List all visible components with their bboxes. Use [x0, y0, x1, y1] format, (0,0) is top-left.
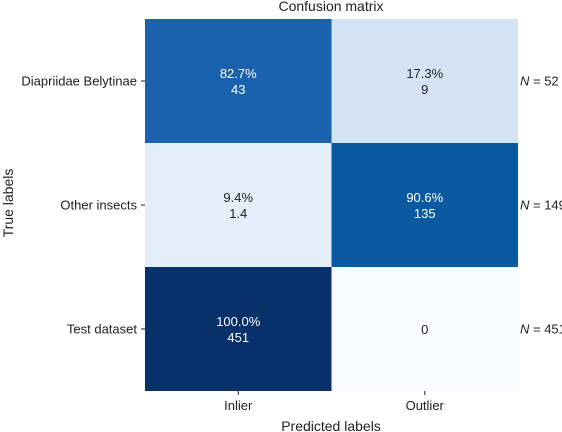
cell-percent-label: 100.0% [216, 314, 261, 329]
cell-percent-label: 17.3% [406, 66, 443, 81]
cell-count-label: 135 [414, 206, 436, 221]
y-tick-label: Diapriidae Belytinae [21, 74, 137, 89]
x-axis-label: Predicted labels [281, 418, 381, 432]
y-tick-labels: Diapriidae Belytinae Other insects Test da… [21, 74, 145, 337]
cell-count-label: 43 [231, 82, 245, 97]
y-axis-label: True labels [0, 169, 16, 238]
heatmap-cells: 82.7%43 17.3%9 9.4%1.4 90.6%135 100.0%451 0 [145, 19, 518, 391]
heatmap-cell [145, 19, 332, 143]
cell-count-label: 451 [227, 330, 249, 345]
row-total-value: = 52 [529, 74, 558, 89]
row-total-symbol: N [520, 198, 530, 213]
cell-percent-label: 9.4% [223, 190, 253, 205]
row-total-labels: N = 52N = 149N = 451 [520, 74, 562, 337]
heatmap-cell [331, 267, 518, 391]
heatmap-cell [145, 267, 332, 391]
heatmap-cell [331, 19, 518, 143]
row-total-symbol: N [520, 322, 530, 337]
cell-count-label: 1.4 [229, 206, 247, 221]
chart-title: Confusion matrix [278, 0, 383, 14]
row-total-label: N = 149 [520, 198, 562, 213]
row-total-label: N = 451 [520, 322, 562, 337]
row-total-symbol: N [520, 74, 530, 89]
x-tick-labels: Inlier Outlier [224, 391, 445, 413]
x-tick-label: Inlier [224, 398, 253, 413]
row-total-value: = 451 [529, 322, 562, 337]
row-total-label: N = 52 [520, 74, 559, 89]
cell-count-label: 0 [421, 322, 428, 337]
heatmap-cell [145, 143, 332, 267]
y-tick-label: Other insects [60, 198, 137, 213]
row-total-value: = 149 [529, 198, 562, 213]
cell-percent-label: 82.7% [220, 66, 257, 81]
heatmap-cell [331, 143, 518, 267]
cell-count-label: 9 [421, 82, 428, 97]
y-tick-label: Test dataset [67, 322, 137, 337]
x-tick-label: Outlier [406, 398, 445, 413]
cell-percent-label: 90.6% [406, 190, 443, 205]
